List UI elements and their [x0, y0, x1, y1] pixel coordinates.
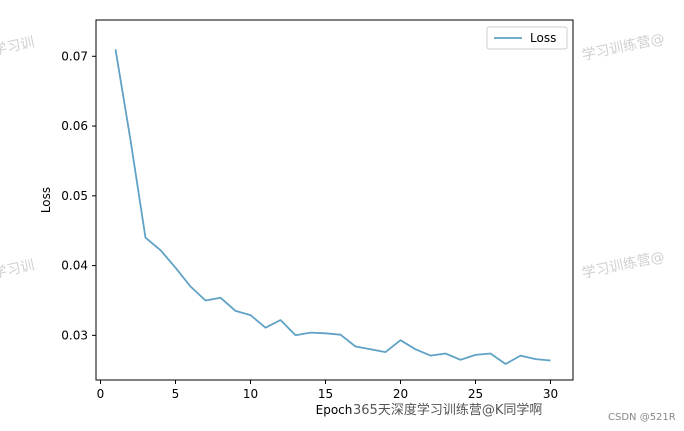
y-tick-label: 0.06: [61, 119, 88, 133]
series-line-loss: [114, 49, 551, 365]
watermark-brand: 365天深度学习训练营@K同学啊: [353, 402, 542, 418]
x-tick-label: 25: [468, 387, 483, 401]
y-tick-label: 0.03: [61, 328, 88, 342]
watermark-layer: 学习训 学习训 学习训练营@ 学习训练营@: [0, 31, 666, 282]
watermark-right-mid: 学习训练营@: [581, 249, 666, 282]
x-tick-label: 5: [172, 387, 180, 401]
plot-area: [95, 19, 574, 381]
x-axis-label: Epoch: [316, 403, 353, 417]
x-tick-label: 30: [543, 387, 558, 401]
x-tick-label: 20: [393, 387, 408, 401]
x-tick-label: 0: [97, 387, 105, 401]
watermark-right-top: 学习训练营@: [581, 31, 666, 64]
y-tick-label: 0.04: [61, 259, 88, 273]
y-tick-label: 0.05: [61, 189, 88, 203]
x-axis: 0 5 10 15 20 25 30: [97, 380, 558, 401]
x-tick-label: 10: [243, 387, 258, 401]
y-axis-label: Loss: [39, 187, 53, 213]
watermark-csdn: CSDN @521R: [608, 412, 676, 423]
y-axis: 0.03 0.04 0.05 0.06 0.07: [61, 49, 96, 342]
x-tick-label: 15: [318, 387, 333, 401]
watermark-left-mid: 学习训: [0, 258, 36, 282]
legend: Loss: [486, 26, 568, 50]
watermark-left-top: 学习训: [0, 35, 36, 59]
legend-label-loss: Loss: [530, 31, 556, 45]
series-layer: [114, 49, 551, 365]
legend-frame: [486, 26, 568, 50]
y-tick-label: 0.07: [61, 49, 88, 63]
